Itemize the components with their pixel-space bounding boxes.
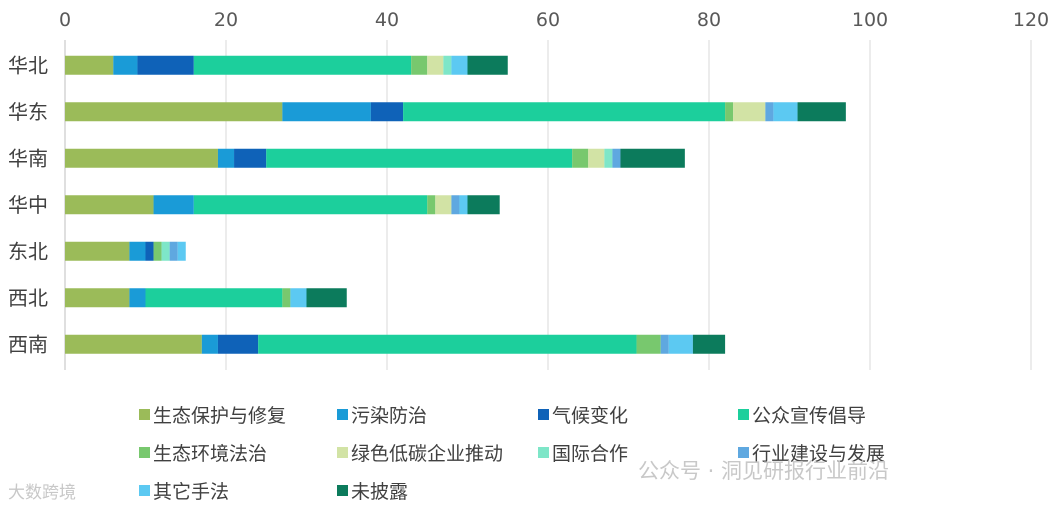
category-label: 西北 bbox=[8, 286, 48, 310]
bar-segment bbox=[145, 288, 283, 308]
bar-segment bbox=[765, 102, 774, 122]
bar-segment bbox=[177, 241, 186, 261]
watermark-text: 公众号 · 洞见研报行业前沿 bbox=[638, 459, 890, 483]
bar-segment bbox=[65, 288, 130, 308]
bar-segment bbox=[660, 334, 669, 354]
bar-segment bbox=[467, 55, 508, 75]
legend-swatch bbox=[337, 485, 348, 496]
x-tick-label: 20 bbox=[214, 9, 238, 31]
bar-segment bbox=[306, 288, 347, 308]
bar-segment bbox=[403, 102, 726, 122]
x-tick-label: 100 bbox=[852, 9, 888, 31]
bars bbox=[65, 55, 846, 354]
bar-segment bbox=[636, 334, 661, 354]
bar-segment bbox=[266, 148, 573, 168]
category-label: 华东 bbox=[8, 100, 48, 124]
bar-segment bbox=[467, 195, 500, 215]
legend-label: 其它手法 bbox=[153, 481, 229, 503]
legend-swatch bbox=[139, 409, 150, 420]
bar-segment bbox=[113, 55, 138, 75]
bar-segment bbox=[692, 334, 726, 354]
legend-label: 气候变化 bbox=[552, 405, 628, 427]
x-tick-label: 120 bbox=[1013, 9, 1049, 31]
bar-segment bbox=[668, 334, 693, 354]
category-label: 华中 bbox=[8, 193, 48, 217]
bar-segment bbox=[572, 148, 589, 168]
bar-segment bbox=[411, 55, 428, 75]
legend-swatch bbox=[538, 409, 549, 420]
bar-segment bbox=[65, 195, 154, 215]
bar-segment bbox=[145, 241, 154, 261]
bar-segment bbox=[427, 195, 436, 215]
bar-segment bbox=[193, 55, 412, 75]
bar-segment bbox=[65, 102, 283, 122]
bar-segment bbox=[282, 288, 291, 308]
legend-label: 绿色低碳企业推动 bbox=[351, 443, 503, 465]
bar-segment bbox=[193, 195, 428, 215]
x-tick-label: 0 bbox=[59, 9, 71, 31]
category-label: 华北 bbox=[8, 53, 48, 77]
bar-segment bbox=[234, 148, 267, 168]
bar-segment bbox=[258, 334, 637, 354]
bar-segment bbox=[620, 148, 685, 168]
bar-segment bbox=[459, 195, 468, 215]
bar-segment bbox=[153, 195, 194, 215]
bar-segment bbox=[435, 195, 452, 215]
bar-segment bbox=[451, 195, 460, 215]
bar-segment bbox=[604, 148, 613, 168]
bar-segment bbox=[65, 241, 130, 261]
legend-swatch bbox=[538, 447, 549, 458]
legend-label: 生态环境法治 bbox=[153, 443, 267, 465]
bar-segment bbox=[161, 241, 170, 261]
bar-segment bbox=[201, 334, 218, 354]
bar-segment bbox=[370, 102, 404, 122]
x-tick-label: 80 bbox=[697, 9, 721, 31]
legend-label: 行业建设与发展 bbox=[752, 443, 885, 465]
bar-segment bbox=[153, 241, 162, 261]
x-axis-ticks: 0 20 40 60 80 100 120 bbox=[59, 9, 1049, 31]
bar-segment bbox=[797, 102, 846, 122]
bar-segment bbox=[65, 55, 114, 75]
bar-segment bbox=[65, 334, 202, 354]
bar-segment bbox=[733, 102, 766, 122]
legend-swatch bbox=[337, 409, 348, 420]
legend-swatch bbox=[738, 447, 749, 458]
category-label: 东北 bbox=[8, 239, 48, 263]
legend-label: 污染防治 bbox=[351, 405, 427, 427]
bar-segment bbox=[588, 148, 605, 168]
bar-segment bbox=[217, 148, 235, 168]
bar-segment bbox=[129, 241, 146, 261]
bar-segment bbox=[427, 55, 444, 75]
legend-label: 公众宣传倡导 bbox=[752, 405, 866, 427]
x-tick-label: 60 bbox=[536, 9, 560, 31]
bar-segment bbox=[290, 288, 307, 308]
bar-segment bbox=[169, 241, 178, 261]
bar-segment bbox=[451, 55, 468, 75]
x-tick-label: 40 bbox=[375, 9, 399, 31]
watermark-logo-text: 大数跨境 bbox=[8, 483, 76, 503]
bar-segment bbox=[137, 55, 194, 75]
bar-segment bbox=[773, 102, 798, 122]
bar-segment bbox=[217, 334, 259, 354]
legend-label: 未披露 bbox=[351, 481, 408, 503]
legend-swatch bbox=[139, 447, 150, 458]
bar-segment bbox=[282, 102, 371, 122]
legend-swatch bbox=[139, 485, 150, 496]
bar-segment bbox=[725, 102, 734, 122]
bar-segment bbox=[612, 148, 621, 168]
legend-swatch bbox=[337, 447, 348, 458]
legend-swatch bbox=[738, 409, 749, 420]
bar-segment bbox=[443, 55, 452, 75]
bar-segment bbox=[129, 288, 146, 308]
legend-label: 生态保护与修复 bbox=[153, 405, 286, 427]
legend-label: 国际合作 bbox=[552, 443, 628, 465]
category-label: 华南 bbox=[8, 146, 48, 170]
bar-segment bbox=[65, 148, 218, 168]
category-label: 西南 bbox=[8, 332, 48, 356]
